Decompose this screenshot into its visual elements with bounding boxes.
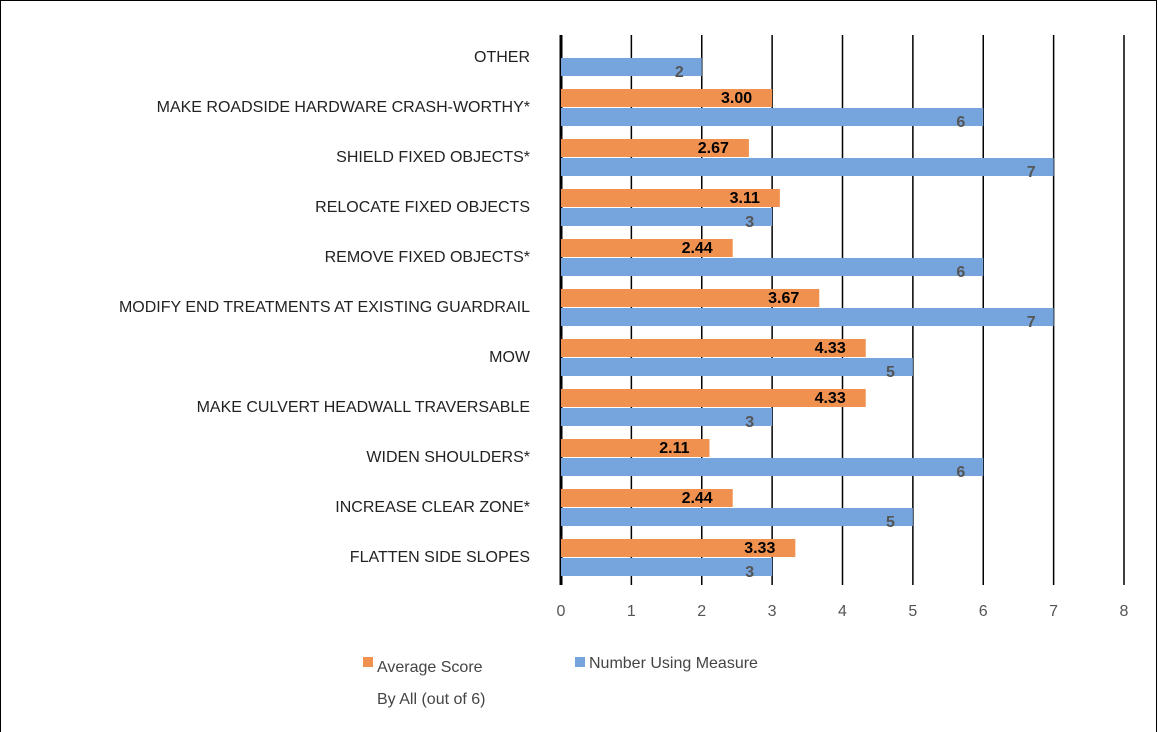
x-tick-label: 2 [697, 603, 706, 620]
data-label: 3.67 [768, 290, 799, 307]
data-label: 3.33 [744, 540, 775, 557]
bar [561, 508, 913, 526]
y-tick-label: SHIELD FIXED OBJECTS* [336, 149, 530, 166]
bar [561, 389, 866, 407]
data-label: 6 [956, 264, 965, 281]
bar [561, 339, 866, 357]
x-tick-label: 5 [908, 603, 917, 620]
legend-label: Average Score By All (out of 6) [377, 659, 486, 708]
bar [561, 439, 710, 457]
data-label: 2.11 [659, 440, 689, 457]
x-tick-label: 1 [627, 603, 636, 620]
legend-swatch [575, 657, 585, 667]
y-tick-label: RELOCATE FIXED OBJECTS [315, 199, 530, 216]
x-tick-label: 0 [557, 603, 566, 620]
bar [561, 158, 1054, 176]
data-label: 7 [1027, 164, 1036, 181]
x-tick-label: 7 [1049, 603, 1058, 620]
bar [561, 58, 702, 76]
data-label: 3 [745, 214, 754, 231]
data-label: 2 [675, 64, 684, 81]
bar [561, 489, 733, 507]
x-tick-label: 6 [979, 603, 988, 620]
x-tick-label: 8 [1120, 603, 1129, 620]
y-tick-label: MOW [489, 349, 531, 366]
y-tick-label: MAKE ROADSIDE HARDWARE CRASH-WORTHY* [157, 99, 530, 116]
bar [561, 558, 773, 576]
legend-item: Number Using Measure [575, 652, 758, 676]
data-label: 3 [745, 564, 754, 581]
x-tick-label: 4 [838, 603, 847, 620]
y-tick-label: INCREASE CLEAR ZONE* [335, 499, 530, 516]
bar [561, 308, 1054, 326]
data-label: 5 [886, 514, 895, 531]
legend: Average Score By All (out of 6) Number Us… [363, 652, 758, 716]
data-label: 6 [956, 464, 965, 481]
bar [561, 239, 733, 257]
bar [561, 408, 773, 426]
bar [561, 139, 749, 157]
y-tick-label: FLATTEN SIDE SLOPES [350, 549, 530, 566]
bar [561, 539, 796, 557]
data-label: 3.00 [721, 90, 752, 107]
y-tick-label: WIDEN SHOULDERS* [366, 449, 530, 466]
bar [561, 208, 773, 226]
bar [561, 89, 773, 107]
y-tick-label: MODIFY END TREATMENTS AT EXISTING GUARDR… [119, 299, 530, 316]
bar [561, 258, 984, 276]
data-label: 2.44 [682, 490, 713, 507]
bar [561, 458, 984, 476]
data-label: 3 [745, 414, 754, 431]
legend-label: Number Using Measure [589, 655, 758, 672]
bar [561, 358, 913, 376]
data-label: 6 [956, 114, 965, 131]
data-label: 5 [886, 364, 895, 381]
data-label: 4.33 [815, 390, 846, 407]
data-label: 2.67 [698, 140, 729, 157]
bar [561, 289, 820, 307]
x-tick-label: 3 [768, 603, 777, 620]
bar [561, 108, 984, 126]
legend-swatch [363, 657, 373, 667]
data-label: 7 [1027, 314, 1036, 331]
legend-item: Average Score By All (out of 6) [363, 652, 543, 716]
data-label: 2.44 [682, 240, 713, 257]
y-tick-label: OTHER [474, 49, 530, 66]
y-tick-label: REMOVE FIXED OBJECTS* [325, 249, 530, 266]
bar [561, 189, 780, 207]
data-label: 4.33 [815, 340, 846, 357]
y-tick-label: MAKE CULVERT HEADWALL TRAVERSABLE [197, 399, 530, 416]
data-label: 3.11 [730, 190, 760, 207]
